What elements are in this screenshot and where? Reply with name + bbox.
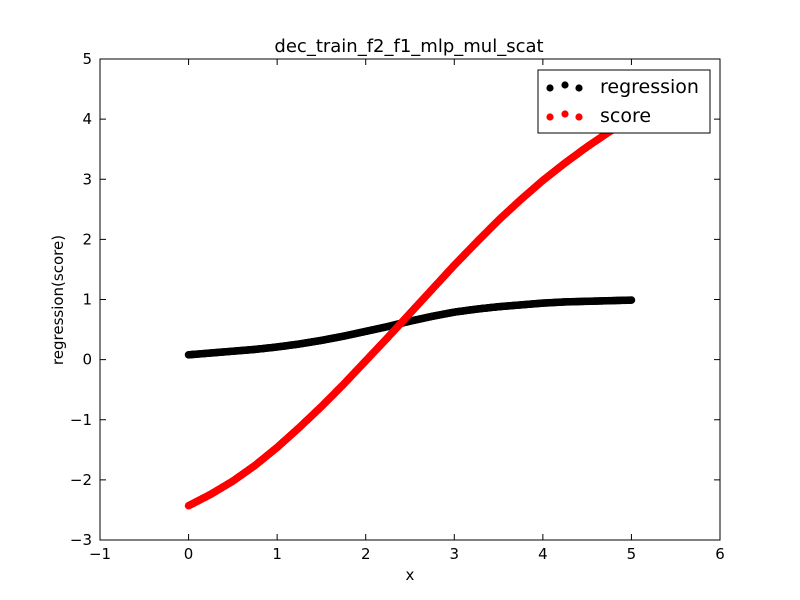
x-tick-label: 3 <box>450 545 460 563</box>
legend-marker-score <box>575 113 583 121</box>
x-tick-label: 1 <box>272 545 282 563</box>
y-tick-label: 0 <box>82 351 92 369</box>
legend-label-score: score <box>600 105 651 127</box>
y-tick-label: 3 <box>82 170 92 188</box>
legend-marker-regression <box>575 84 583 92</box>
legend: regression score <box>537 69 711 134</box>
y-tick-label: −2 <box>70 471 92 489</box>
data-point <box>627 296 636 304</box>
legend-marker-regression <box>561 81 569 89</box>
legend-box <box>537 69 711 134</box>
ticks-layer: −1 0 1 2 3 4 5 6 −3 −2 −1 0 1 2 3 4 5 <box>70 50 725 563</box>
legend-marker-score <box>546 113 554 121</box>
y-tick-label: −1 <box>70 411 92 429</box>
legend-markers <box>546 81 583 121</box>
y-axis-label: regression(score) <box>49 235 67 365</box>
y-tick-label: 4 <box>82 110 92 128</box>
y-tick-label: 1 <box>82 291 92 309</box>
y-tick-label: −3 <box>70 531 92 549</box>
x-tick-label: 6 <box>715 545 725 563</box>
series-regression <box>184 296 636 359</box>
x-axis-label: x <box>406 566 415 584</box>
x-tick-label: 0 <box>184 545 194 563</box>
legend-label-regression: regression <box>600 76 699 98</box>
x-tick-label: 5 <box>627 545 637 563</box>
legend-marker-score <box>561 110 569 118</box>
chart-title: dec_train_f2_f1_mlp_mul_scat <box>274 36 543 57</box>
legend-marker-regression <box>546 84 554 92</box>
x-tick-label: −1 <box>89 545 111 563</box>
x-tick-label: 2 <box>361 545 371 563</box>
y-tick-label: 5 <box>82 50 92 68</box>
x-tick-label: 4 <box>538 545 548 563</box>
y-tick-label: 2 <box>82 230 92 248</box>
